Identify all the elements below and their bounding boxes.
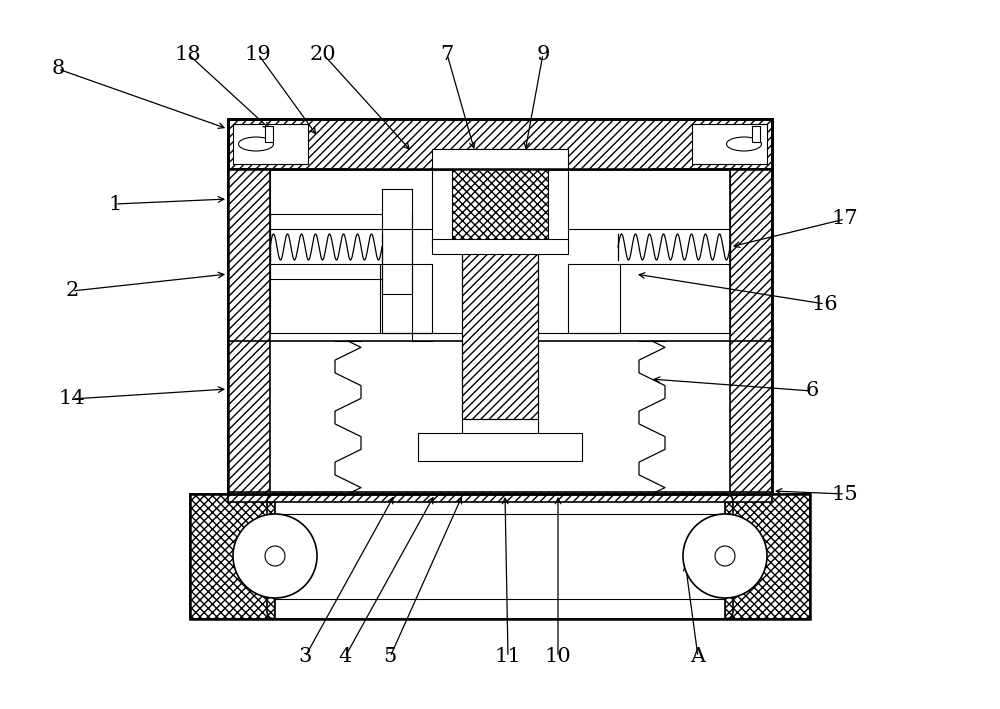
Bar	[432, 149, 568, 169]
Text: 9: 9	[536, 45, 550, 64]
Bar	[228, 169, 270, 494]
Text: 17: 17	[832, 209, 858, 228]
Bar	[432, 239, 568, 254]
Text: 19: 19	[245, 45, 271, 64]
Bar	[233, 124, 308, 164]
Bar	[418, 433, 582, 461]
Circle shape	[683, 514, 767, 598]
Text: 14: 14	[59, 389, 85, 408]
Bar	[228, 119, 772, 169]
Bar	[190, 494, 810, 619]
Bar	[228, 492, 772, 502]
Text: 16: 16	[812, 294, 838, 313]
Circle shape	[265, 546, 285, 566]
Circle shape	[233, 514, 317, 598]
Bar	[752, 126, 760, 142]
Text: 11: 11	[495, 647, 521, 666]
Bar	[265, 126, 273, 142]
Bar	[275, 494, 725, 619]
Bar	[228, 119, 772, 494]
Text: 8: 8	[51, 60, 65, 79]
Text: 18: 18	[175, 45, 201, 64]
Bar	[548, 119, 652, 169]
Text: 6: 6	[805, 381, 819, 401]
Bar	[228, 494, 772, 497]
Text: 15: 15	[832, 484, 858, 503]
Text: 5: 5	[383, 647, 397, 666]
Text: 4: 4	[338, 647, 352, 666]
Bar	[348, 119, 452, 169]
Bar	[692, 124, 767, 164]
Bar	[462, 244, 538, 419]
Text: 2: 2	[65, 281, 79, 301]
Circle shape	[715, 546, 735, 566]
Ellipse shape	[239, 137, 274, 151]
Bar	[190, 494, 275, 619]
Text: 1: 1	[108, 194, 122, 213]
Text: 3: 3	[298, 647, 312, 666]
Bar	[452, 149, 548, 244]
Bar	[228, 119, 772, 169]
Bar	[730, 169, 772, 494]
Text: 20: 20	[310, 45, 336, 64]
Text: 10: 10	[545, 647, 571, 666]
Ellipse shape	[726, 137, 762, 151]
Bar	[228, 119, 772, 494]
Bar	[462, 244, 538, 419]
Text: 7: 7	[440, 45, 454, 64]
Bar	[725, 494, 810, 619]
Text: A: A	[690, 647, 706, 666]
